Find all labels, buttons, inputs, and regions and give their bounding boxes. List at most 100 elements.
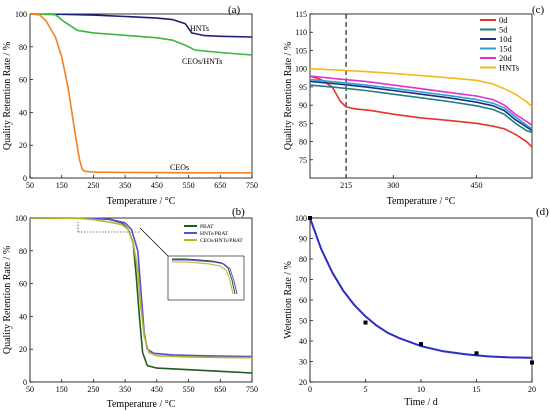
y-tick-label: 40 [19,312,27,321]
panel-label: (d) [536,206,549,218]
legend-label-ceos-hnts-pbat: CEOs/HNTs/PBAT [200,238,243,244]
series-line-0d [309,75,533,148]
y-tick-label: 105 [295,46,307,55]
legend-label-5d: 5d [499,25,508,35]
series-group [309,67,533,148]
legend-label-15d: 15d [499,44,513,54]
inset-curve-ceos-hnts-pbat [172,261,234,295]
x-tick-label: 250 [87,385,99,394]
y-tick-label: 60 [19,280,27,289]
data-point [474,351,479,356]
y-tick-label: 110 [295,28,307,37]
series-line-hnts-pbat [29,217,253,358]
x-tick-label: 15 [473,385,481,394]
y-tick-label: 90 [299,235,307,244]
y-tick-label: 20 [299,378,307,387]
ticks: 50 150 250 350 450 550 650 750 0 20 40 60 80 100 [15,10,258,190]
ticks: 0 5 10 15 20 20 30 40 50 60 70 80 90 100 [295,214,536,394]
series-line-10d [309,80,533,132]
y-tick-label: 90 [299,101,307,110]
legend-label-20d: 20d [499,53,513,63]
x-tick-label: 350 [119,385,131,394]
series-line-20d [309,75,533,126]
series-line-15d [309,78,533,130]
series-line-5d [309,84,533,134]
x-axis-label: Time / d [404,397,438,408]
data-point [308,216,312,220]
data-point [419,342,423,347]
y-tick-label: 60 [299,296,307,305]
x-tick-label: 10 [417,385,425,394]
legend-label-hnts-pbat: HNTs/PBAT [200,231,229,237]
legend-label-hnts: HNTs [499,63,519,73]
x-axis-label: Temperature / °C [107,399,176,410]
legend: PBAT HNTs/PBAT CEOs/HNTs/PBAT [184,224,243,244]
y-axis-label: Wetention Rate / % [283,261,294,339]
x-tick-label: 550 [183,385,195,394]
zoom-arrow [139,227,169,257]
inset-curve-hnts-pbat [172,259,238,295]
x-tick-label: 150 [56,385,68,394]
x-tick-label: 450 [151,181,163,190]
ticks: 215 300 450 75 80 85 90 95 100 105 110 115 [295,10,483,190]
annotation-ceos-hnts: CEOs/HNTs [182,57,222,66]
panel-label: (c) [532,4,545,16]
y-tick-label: 20 [19,345,27,354]
y-tick-label: 40 [299,337,307,346]
y-tick-label: 100 [295,65,307,74]
data-point [530,360,534,365]
data-point [363,320,368,325]
y-tick-label: 85 [299,119,307,128]
x-tick-label: 50 [26,385,34,394]
y-tick-label: 80 [299,255,307,264]
x-tick-label: 150 [56,181,68,190]
plot-frame [29,13,253,179]
x-tick-label: 250 [87,181,99,190]
x-axis-label: Temperature / °C [107,196,176,207]
fit-curve [309,217,533,359]
panel-d: 0 5 10 15 20 20 30 40 50 60 70 80 90 100 (d) Time / d… [283,206,549,408]
y-tick-label: 70 [299,276,307,285]
x-tick-label: 350 [119,181,131,190]
series-group [29,217,253,374]
x-tick-label: 450 [151,385,163,394]
plot-frame [309,13,533,179]
annotation-ceos: CEOs [170,163,189,172]
y-tick-label: 0 [23,174,27,183]
y-tick-label: 100 [15,10,27,19]
inset-curve-pbat [172,258,236,295]
inset-chart [167,255,245,301]
x-tick-label: 5 [364,385,368,394]
series-line-ceos-hnts-pbat [29,217,253,359]
x-tick-label: 650 [214,385,226,394]
series-line-ceos-hnts [29,13,253,56]
y-tick-label: 0 [23,378,27,387]
plot-frame [29,217,253,383]
legend-label-10d: 10d [499,34,513,44]
x-tick-label: 50 [26,181,34,190]
x-tick-label: 750 [246,385,258,394]
panel-c: 215 300 450 75 80 85 90 95 100 105 110 115 (c) Temp… [283,4,545,207]
y-tick-label: 75 [299,156,307,165]
series-group [308,216,534,365]
x-tick-label: 550 [183,181,195,190]
y-tick-label: 30 [299,358,307,367]
y-axis-label: Quality Retention Rate / % [2,42,13,150]
series-line-hnts [309,67,533,108]
panel-label: (a) [228,4,241,16]
series-group [29,13,253,174]
annotation-hnts: HNTs [190,24,209,33]
legend-label-pbat: PBAT [200,224,214,230]
panel-label: (b) [232,206,245,218]
y-tick-label: 100 [15,214,27,223]
y-tick-label: 95 [299,83,307,92]
series-line-ceos [29,13,252,174]
y-tick-label: 115 [295,10,307,19]
x-tick-label: 450 [471,181,483,190]
x-tick-label: 20 [528,385,536,394]
y-axis-label: Quality Retention Rate / % [2,246,13,354]
y-tick-label: 80 [19,247,27,256]
y-tick-label: 80 [19,43,27,52]
